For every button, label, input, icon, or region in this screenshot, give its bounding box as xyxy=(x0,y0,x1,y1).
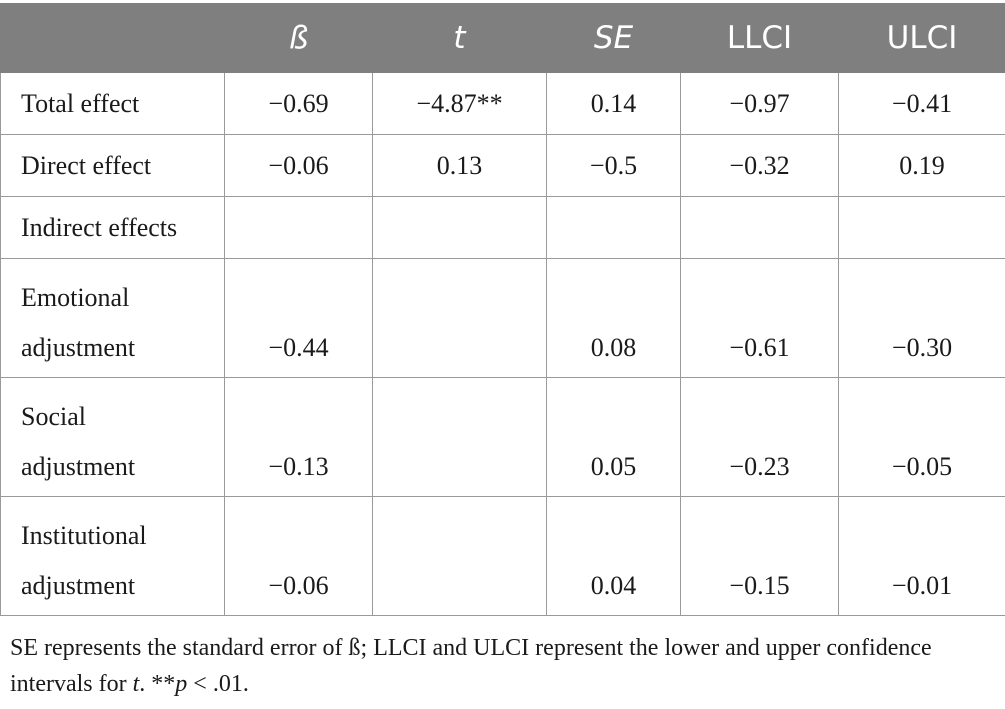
cell-t: 0.13 xyxy=(372,134,547,197)
cell-ulci: −0.05 xyxy=(838,377,1005,497)
cell-llci: −0.23 xyxy=(680,377,839,497)
cell-se: −0.5 xyxy=(546,134,681,197)
header-blank xyxy=(0,3,225,73)
row-label-line2: adjustment xyxy=(21,571,136,600)
cell-beta: −0.06 xyxy=(224,496,373,616)
results-table: ß t SE LLCI ULCI Total effect −0.69 −4.8… xyxy=(0,3,1005,616)
row-label-line2: adjustment xyxy=(21,452,136,481)
row-label: Indirect effects xyxy=(0,196,225,259)
cell-se: 0.04 xyxy=(546,496,681,616)
cell-se xyxy=(546,196,681,259)
table-footnote: SE represents the standard error of ß; L… xyxy=(10,630,1000,702)
cell-se: 0.14 xyxy=(546,72,681,135)
footnote-p-symbol: p xyxy=(175,671,188,697)
cell-t xyxy=(372,258,547,378)
header-t: t xyxy=(372,3,547,73)
cell-ulci: −0.41 xyxy=(838,72,1005,135)
cell-beta: −0.13 xyxy=(224,377,373,497)
row-label: Social adjustment xyxy=(0,377,225,497)
cell-beta xyxy=(224,196,373,259)
cell-se: 0.05 xyxy=(546,377,681,497)
cell-se: 0.08 xyxy=(546,258,681,378)
footnote-text-1: SE represents the standard error of ß; L… xyxy=(10,635,932,697)
cell-ulci: −0.30 xyxy=(838,258,1005,378)
header-ulci: ULCI xyxy=(838,3,1005,73)
table-row-emotional-adjustment: Emotional adjustment −0.44 0.08 −0.61 −0.… xyxy=(0,258,1005,378)
header-llci: LLCI xyxy=(680,3,839,73)
cell-beta: −0.44 xyxy=(224,258,373,378)
row-label-line2: adjustment xyxy=(21,333,136,362)
row-label: Emotional adjustment xyxy=(0,258,225,378)
cell-llci: −0.97 xyxy=(680,72,839,135)
row-label-line1: Emotional xyxy=(21,283,130,312)
cell-llci: −0.15 xyxy=(680,496,839,616)
cell-ulci xyxy=(838,196,1005,259)
table-row-total-effect: Total effect −0.69 −4.87** 0.14 −0.97 −0… xyxy=(0,72,1005,135)
row-label: Direct effect xyxy=(0,134,225,197)
header-row: ß t SE LLCI ULCI xyxy=(0,3,1005,73)
row-label-line1: Social xyxy=(21,402,86,431)
row-label: Total effect xyxy=(0,72,225,135)
cell-ulci: −0.01 xyxy=(838,496,1005,616)
row-label: Institutional adjustment xyxy=(0,496,225,616)
header-se: SE xyxy=(546,3,681,73)
table-row-social-adjustment: Social adjustment −0.13 0.05 −0.23 −0.05 xyxy=(0,377,1005,497)
cell-llci: −0.61 xyxy=(680,258,839,378)
table-row-institutional-adjustment: Institutional adjustment −0.06 0.04 −0.15… xyxy=(0,496,1005,616)
cell-beta: −0.69 xyxy=(224,72,373,135)
cell-llci xyxy=(680,196,839,259)
cell-t: −4.87** xyxy=(372,72,547,135)
footnote-text-2: . ** xyxy=(139,671,176,697)
table-row-indirect-effects: Indirect effects xyxy=(0,196,1005,259)
cell-beta: −0.06 xyxy=(224,134,373,197)
cell-ulci: 0.19 xyxy=(838,134,1005,197)
row-label-line1: Institutional xyxy=(21,521,147,550)
table-row-direct-effect: Direct effect −0.06 0.13 −0.5 −0.32 0.19 xyxy=(0,134,1005,197)
footnote-t-symbol: t xyxy=(132,671,140,697)
cell-t xyxy=(372,196,547,259)
cell-llci: −0.32 xyxy=(680,134,839,197)
footnote-text-3: < .01. xyxy=(187,671,249,697)
header-beta: ß xyxy=(224,3,373,73)
cell-t xyxy=(372,377,547,497)
cell-t xyxy=(372,496,547,616)
